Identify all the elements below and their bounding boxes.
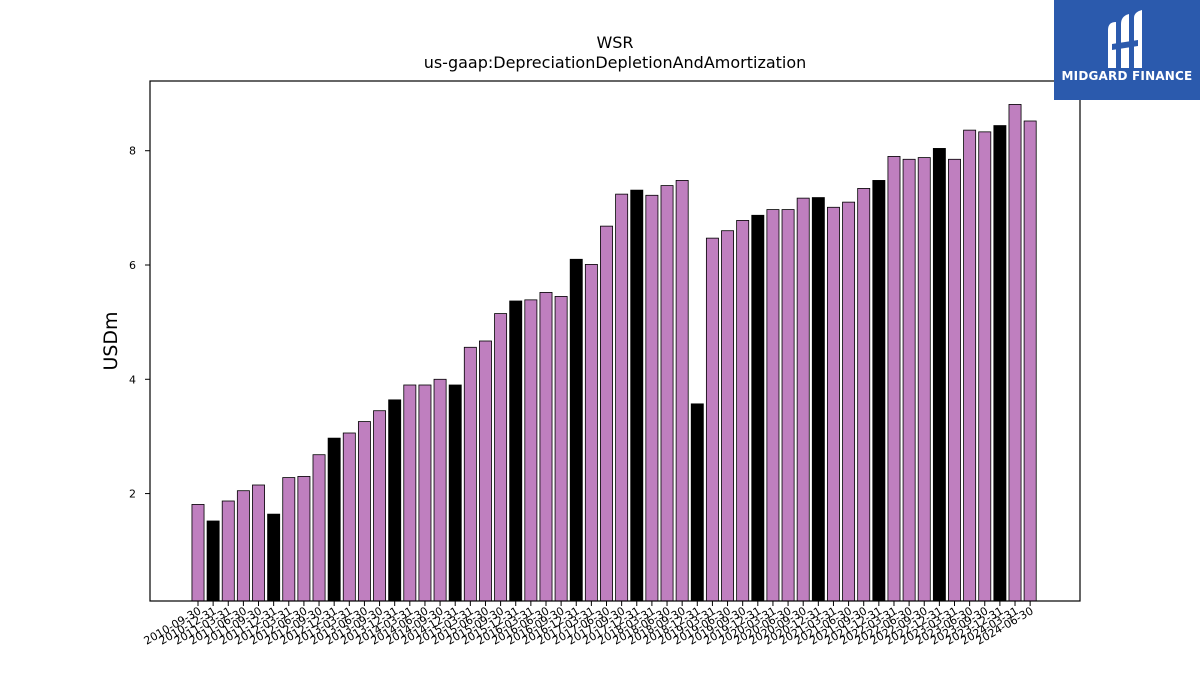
bar (297, 476, 311, 602)
bar (373, 410, 387, 602)
midgard-finance-logo: MIDGARD FINANCE (1054, 0, 1200, 100)
bar (872, 180, 886, 602)
bar (948, 158, 961, 602)
bar (766, 209, 780, 602)
bar (781, 209, 795, 602)
y-axis-ticks: 2 4 6 8 (129, 145, 150, 501)
chart-subtitle: us-gaap:DepreciationDepletionAndAmortiza… (424, 53, 807, 72)
bar (569, 258, 583, 602)
bar (494, 313, 508, 602)
bar (857, 188, 871, 602)
bar (509, 300, 523, 602)
y-tick-label: 4 (129, 373, 136, 386)
bar (433, 378, 447, 602)
bar (796, 197, 810, 602)
x-axis-ticks: 2010-09-302010-12-312011-03-312011-06-30… (142, 601, 1036, 648)
bars-group (191, 104, 1037, 602)
bar (645, 194, 659, 602)
bar (342, 432, 356, 602)
bar (418, 384, 432, 602)
bar (963, 129, 977, 602)
bar (630, 189, 644, 602)
bar (282, 477, 296, 602)
bar (403, 384, 417, 602)
bar (690, 403, 704, 602)
y-tick-label: 8 (129, 145, 136, 158)
bar (615, 193, 629, 602)
bar (221, 500, 235, 602)
bar (327, 437, 341, 602)
bar (524, 299, 538, 602)
bar (705, 237, 719, 602)
bar (675, 180, 689, 602)
bar (902, 158, 916, 602)
y-tick-label: 6 (129, 259, 136, 272)
bar (1008, 104, 1022, 602)
bar (206, 520, 220, 602)
chart-title: WSR (596, 33, 633, 52)
logo-text: MIDGARD FINANCE (1061, 69, 1193, 83)
bar (479, 340, 492, 602)
midgard-logo-icon (1108, 10, 1142, 68)
bar (357, 421, 371, 602)
bar (827, 206, 840, 602)
bar (842, 201, 856, 602)
bar (388, 399, 402, 602)
y-tick-label: 2 (129, 488, 136, 501)
bar (448, 384, 462, 602)
bar (811, 197, 825, 602)
bar (539, 292, 553, 602)
bar (554, 296, 568, 602)
y-axis-label: USDm (100, 311, 122, 370)
bar (312, 454, 326, 602)
bar (1023, 120, 1037, 602)
bar (932, 148, 946, 602)
bar (751, 214, 765, 602)
bar (917, 157, 931, 602)
bar (887, 156, 901, 602)
bar (463, 346, 477, 602)
bar (660, 185, 674, 602)
bar (736, 220, 750, 602)
plot-frame (149, 80, 1081, 602)
bar (978, 131, 992, 602)
bar (236, 490, 250, 602)
bar (600, 225, 613, 602)
bar (584, 264, 598, 602)
bar (191, 504, 205, 602)
bar (267, 513, 281, 602)
bar (252, 484, 265, 602)
bar (993, 125, 1007, 602)
bar (721, 230, 735, 602)
